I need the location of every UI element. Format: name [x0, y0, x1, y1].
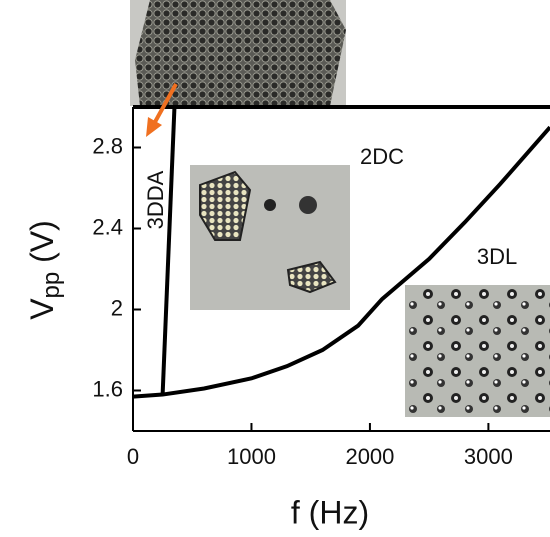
inset-crystal	[286, 260, 337, 294]
y-axis-label: Vpp (V)	[24, 220, 65, 320]
inset-particle	[264, 199, 276, 211]
x-tick-label: 0	[127, 444, 139, 469]
x-axis-label: f (Hz)	[291, 494, 369, 530]
boundary-line	[160, 106, 177, 395]
arrow-shaft	[153, 83, 178, 123]
y-tick-label: 1.6	[92, 376, 123, 401]
x-tick-label: 3000	[464, 444, 513, 469]
y-tick-label: 2.8	[92, 133, 123, 158]
x-tick-label: 2000	[345, 444, 394, 469]
inset-image	[135, 0, 346, 106]
inset-particle	[299, 196, 317, 214]
x-tick-label: 1000	[227, 444, 276, 469]
arrow-head	[146, 117, 162, 137]
region-label: 2DC	[360, 144, 404, 169]
boundary-line	[132, 125, 550, 399]
inset-image	[405, 285, 550, 417]
y-label-unit: (V)	[24, 220, 60, 272]
region-label: 3DDA	[143, 170, 168, 229]
inset-crystal	[199, 170, 252, 241]
y-tick-label: 2	[111, 295, 123, 320]
y-label-sub: pp	[38, 272, 65, 299]
region-label: 3DL	[477, 244, 517, 269]
y-tick-label: 2.4	[92, 214, 123, 239]
y-label-main: V	[24, 298, 60, 320]
